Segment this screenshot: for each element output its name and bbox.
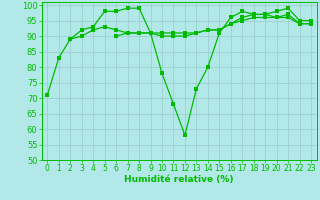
X-axis label: Humidité relative (%): Humidité relative (%) <box>124 175 234 184</box>
